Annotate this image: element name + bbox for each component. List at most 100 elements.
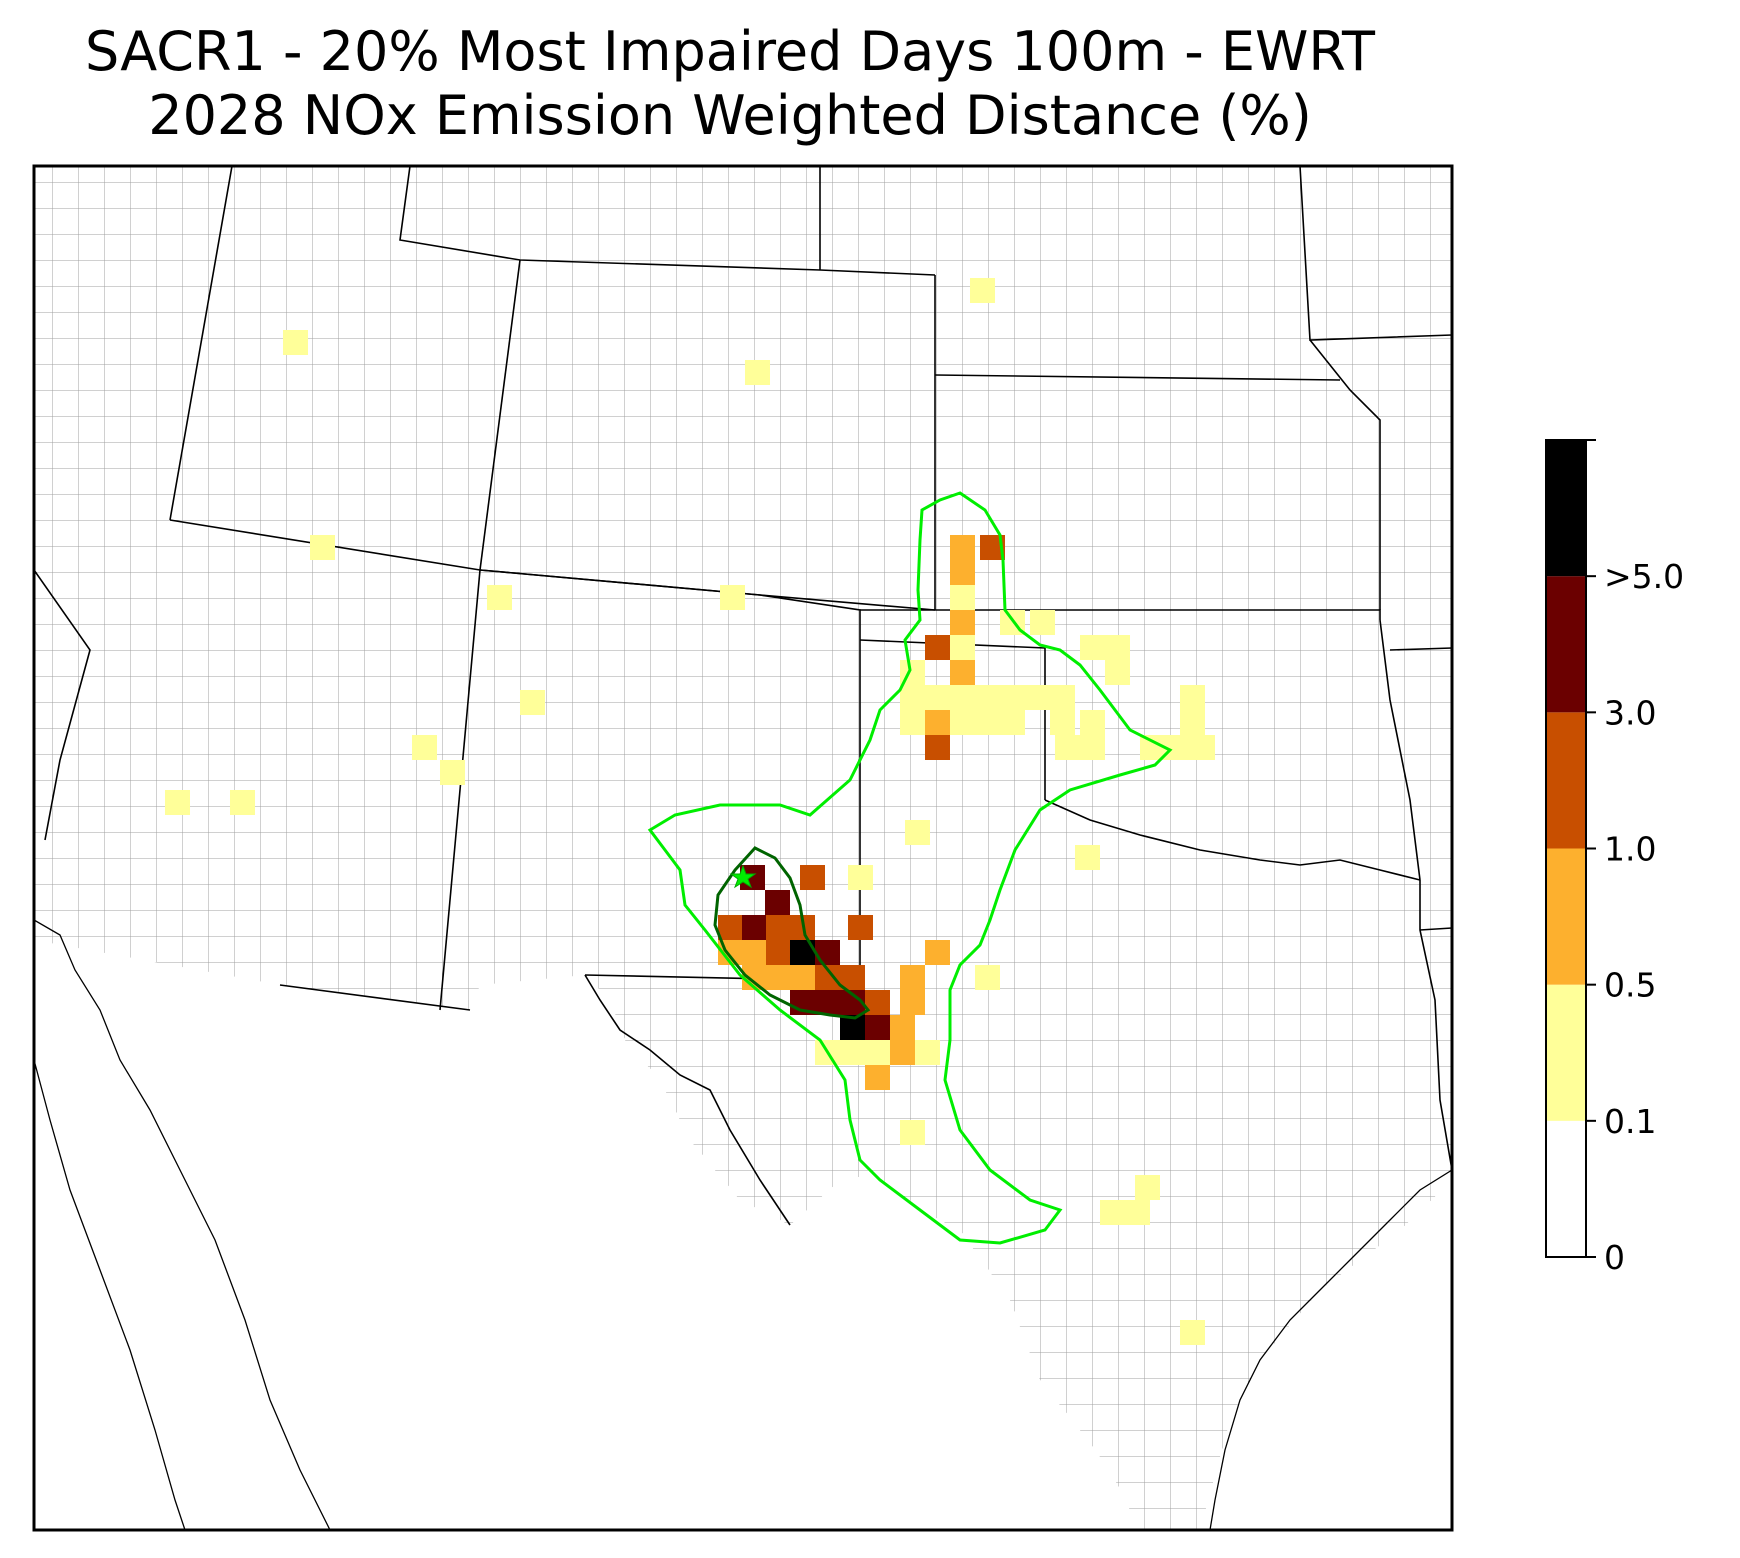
- emission-cell: [1135, 1175, 1160, 1200]
- emission-cell: [1165, 735, 1190, 760]
- colorbar-tick-label: 0.5: [1604, 966, 1656, 1005]
- emission-cell: [1050, 685, 1075, 710]
- colorbar-bin: [1546, 848, 1586, 985]
- emission-cell: [1105, 635, 1130, 660]
- emission-cell: [900, 990, 925, 1015]
- map-frame: [32, 164, 1454, 1532]
- emission-cell: [950, 660, 975, 685]
- inner-contour: [713, 846, 871, 1020]
- emission-cell: [905, 820, 930, 845]
- emission-cell: [915, 1040, 940, 1065]
- emission-cell: [975, 685, 1000, 710]
- emission-cell: [950, 585, 975, 610]
- emission-cell: [1055, 735, 1080, 760]
- emission-cell: [742, 915, 767, 940]
- emission-cell: [765, 890, 790, 915]
- emission-cell: [900, 1120, 925, 1145]
- emission-cell: [310, 535, 335, 560]
- colorbar-tick-label: 1.0: [1604, 830, 1656, 869]
- gulf-of-mexico: [1200, 1180, 1452, 1530]
- emission-cell: [925, 735, 950, 760]
- emission-cell: [1030, 610, 1055, 635]
- emission-cell: [1080, 710, 1105, 735]
- emission-cell: [742, 940, 767, 965]
- star-icon: [729, 864, 757, 889]
- emission-cell: [848, 865, 873, 890]
- emission-cell: [848, 915, 873, 940]
- emission-cell: [745, 360, 770, 385]
- emission-cell: [165, 790, 190, 815]
- emission-cell: [975, 965, 1000, 990]
- colorbar-tick-label: 0.1: [1604, 1102, 1656, 1141]
- emission-cell: [520, 690, 545, 715]
- emission-cell: [925, 710, 950, 735]
- coastline-mainland: [34, 919, 331, 1530]
- emission-cell: [950, 635, 975, 660]
- colorbar-tick-label: >5.0: [1604, 557, 1684, 596]
- emission-cell: [718, 915, 743, 940]
- emission-cell: [970, 278, 995, 303]
- emission-cell: [230, 790, 255, 815]
- emission-cell: [950, 710, 975, 735]
- emission-cell: [950, 535, 975, 560]
- colorbar-bin: [1546, 712, 1586, 849]
- emission-cell: [1000, 685, 1025, 710]
- emission-cell: [440, 760, 465, 785]
- emission-cell: [925, 635, 950, 660]
- state-borders: [34, 166, 1452, 1226]
- emission-cell: [925, 685, 950, 710]
- emission-cell: [1180, 1320, 1205, 1345]
- title-line-1: SACR1 - 20% Most Impaired Days 100m - EW…: [84, 20, 1376, 83]
- emission-cell: [1075, 845, 1100, 870]
- emission-cell: [1125, 1200, 1150, 1225]
- emission-cell: [790, 965, 815, 990]
- emission-cell: [900, 965, 925, 990]
- emission-cell: [975, 710, 1000, 735]
- colorbar-tick-label: 3.0: [1604, 693, 1656, 732]
- colorbar-bin: [1546, 1120, 1586, 1257]
- emission-cell: [950, 610, 975, 635]
- emission-cell: [1000, 710, 1025, 735]
- emission-cell: [1050, 710, 1075, 735]
- emission-cell: [950, 685, 975, 710]
- outer-contour: [647, 491, 1173, 1245]
- emission-cell: [720, 585, 745, 610]
- emission-cell: [890, 1040, 915, 1065]
- emission-cell: [900, 685, 925, 710]
- coastline-texas: [1209, 1169, 1452, 1530]
- emission-cell: [840, 965, 865, 990]
- emission-cell: [1190, 735, 1215, 760]
- colorbar-bin: [1546, 576, 1586, 713]
- map-title: SACR1 - 20% Most Impaired Days 100m - EW…: [0, 20, 1460, 148]
- emission-cell: [1180, 710, 1205, 735]
- emission-cell: [283, 330, 308, 355]
- title-line-2: 2028 NOx Emission Weighted Distance (%): [148, 84, 1312, 147]
- emission-cell: [1080, 735, 1105, 760]
- emission-cell: [950, 560, 975, 585]
- emission-cell: [865, 1065, 890, 1090]
- emission-cell: [1080, 635, 1105, 660]
- emission-cell: [766, 940, 791, 965]
- emission-cell: [1180, 685, 1205, 710]
- emission-cell: [865, 1040, 890, 1065]
- emission-cell: [815, 990, 840, 1015]
- emission-cell: [800, 865, 825, 890]
- mexico-region: [34, 940, 1140, 1530]
- emission-cell: [766, 915, 791, 940]
- emission-cell: [487, 585, 512, 610]
- emission-cell: [1100, 1200, 1125, 1225]
- colorbar-tick-label: 0: [1604, 1238, 1625, 1277]
- emission-cells: [165, 278, 1215, 1345]
- emission-cell: [900, 710, 925, 735]
- emission-cell: [1105, 660, 1130, 685]
- emission-cell: [925, 940, 950, 965]
- emission-cell: [412, 735, 437, 760]
- emission-cell: [766, 965, 791, 990]
- emission-cell: [1140, 735, 1165, 760]
- colorbar-bin: [1546, 440, 1586, 577]
- emission-cell: [865, 1015, 890, 1040]
- emission-cell: [890, 1015, 915, 1040]
- coastline-baja: [34, 1059, 186, 1530]
